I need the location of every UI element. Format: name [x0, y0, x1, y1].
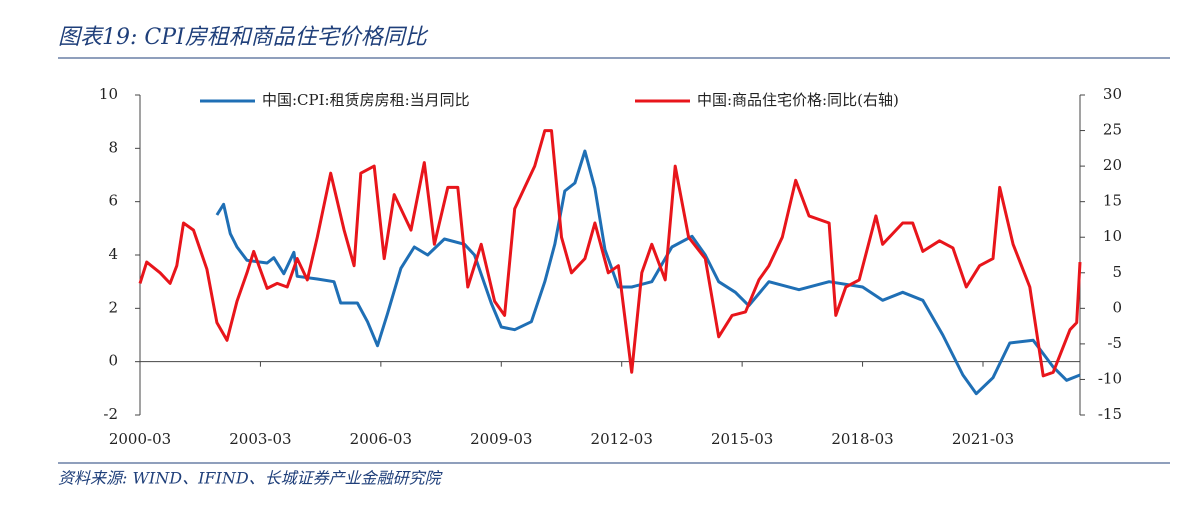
y-tick-label: 10 — [99, 85, 118, 103]
x-tick-label: 2003-03 — [229, 430, 291, 448]
y-tick-label: 4 — [108, 245, 118, 263]
y2-tick-label: 25 — [1103, 121, 1122, 139]
y2-tick-label: 20 — [1103, 156, 1122, 174]
y-tick-label: -2 — [103, 405, 118, 423]
x-tick-label: 2000-03 — [109, 430, 171, 448]
y2-tick-label: 30 — [1103, 85, 1122, 103]
y-tick-label: 2 — [108, 298, 118, 316]
y2-tick-label: -10 — [1098, 369, 1122, 387]
x-tick-label: 2006-03 — [350, 430, 412, 448]
series-line — [138, 129, 1082, 378]
x-tick-label: 2021-03 — [952, 430, 1014, 448]
y2-tick-label: 15 — [1103, 192, 1122, 210]
series-line — [215, 149, 1081, 396]
y2-tick-label: -15 — [1098, 405, 1122, 423]
y2-tick-label: -5 — [1107, 334, 1122, 352]
x-tick-label: 2018-03 — [831, 430, 893, 448]
x-tick-label: 2012-03 — [591, 430, 653, 448]
y-tick-label: 0 — [108, 352, 118, 370]
chart-title: 图表19: CPI房租和商品住宅价格同比 — [58, 25, 429, 50]
y2-tick-label: 5 — [1112, 263, 1122, 281]
source-note: 资料来源: WIND、IFIND、长城证券产业金融研究院 — [58, 469, 444, 488]
legend-label: 中国:CPI:租赁房房租:当月同比 — [262, 91, 470, 109]
y-tick-label: 6 — [108, 192, 118, 210]
y2-tick-label: 10 — [1103, 227, 1122, 245]
legend-label: 中国:商品住宅价格:同比(右轴) — [697, 91, 899, 109]
y2-tick-label: 0 — [1112, 298, 1122, 316]
y-tick-label: 8 — [108, 138, 118, 156]
x-tick-label: 2015-03 — [711, 430, 773, 448]
x-tick-label: 2009-03 — [470, 430, 532, 448]
